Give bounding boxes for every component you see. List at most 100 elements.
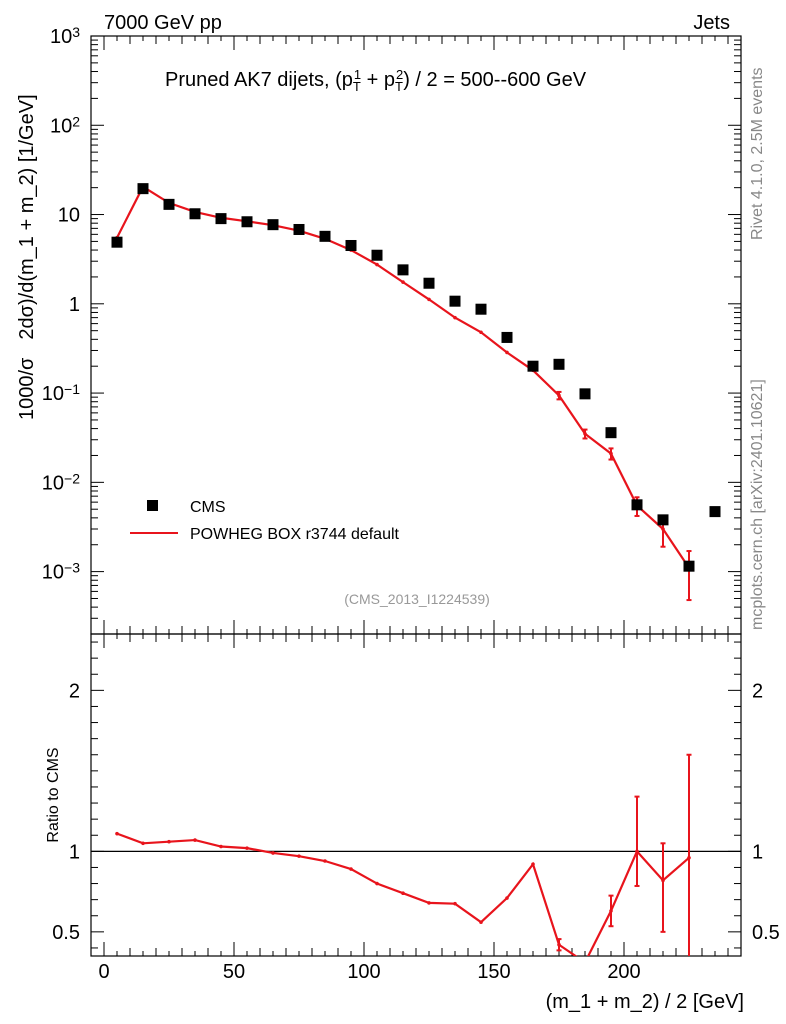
powheg-point [427,297,431,302]
cms-data-point [345,239,357,251]
ratio-point [687,855,691,860]
cms-data-point [189,208,201,220]
ratio-point [635,849,639,854]
ratio-point [661,878,665,883]
main-y-tick-label-exponent: 3 [72,24,80,40]
powheg-point [557,393,561,398]
cms-data-point [683,560,695,572]
ratio-y-tick-label-left: 0.5 [52,922,80,944]
main-y-tick-label: 1 [69,294,80,316]
ratio-y-tick-label-right: 0.5 [752,922,780,944]
x-tick-label: 200 [607,961,640,983]
legend-powheg-label: POWHEG BOX r3744 default [190,526,400,543]
main-chart-title: Pruned AK7 dijets, (pT1 + pT2) / 2 = 500… [165,67,587,94]
main-y-tick-label-base: 1 [69,294,80,316]
cms-data-point [215,213,227,225]
cms-data-point [371,249,383,261]
cms-data-point [709,506,721,518]
cms-data-point [579,388,591,400]
main-y-tick-label: 10−1 [42,381,80,405]
ratio-y-tick-label-left: 2 [69,680,80,702]
cms-data-point [319,230,331,242]
ratio-point [349,867,353,871]
main-y-tick-label-exponent: −2 [64,470,80,486]
powheg-point [401,280,405,284]
axis-ticks [91,36,741,956]
powheg-point [583,431,587,436]
ratio-point [115,831,119,836]
ratio-series [115,753,692,965]
ratio-point [453,901,457,906]
cms-data-point [267,219,279,231]
ratio-point [167,839,171,844]
cms-data-point [475,303,487,315]
ratio-point [297,854,301,858]
cms-data-point [423,277,435,289]
cms-data-point [605,427,617,439]
ratio-y-tick-label-right: 2 [752,680,763,702]
main-y-tick-label-exponent: −1 [64,381,80,397]
main-y-tick-label-base: 10 [50,115,72,137]
ratio-point [531,862,535,867]
main-y-tick-label-base: 10 [42,562,64,584]
cms-data-point [527,360,539,372]
main-y-tick-label-base: 10 [50,26,72,48]
legend-cms-label: CMS [190,499,226,516]
x-tick-label: 50 [223,961,245,983]
cms-data-point [449,295,461,307]
main-y-tick-label-base: 10 [58,205,80,227]
cms-data-point [657,514,669,526]
header-left: 7000 GeV pp [104,12,222,34]
main-y-tick-label-exponent: 2 [72,113,80,129]
cms-data-point [397,264,409,276]
main-y-tick-label-base: 10 [42,472,64,494]
cms-data-point [501,331,513,343]
ratio-point [323,859,327,863]
main-y-tick-label: 10−3 [42,559,80,583]
ratio-y-tick-label-left: 1 [69,841,80,863]
x-tick-label: 150 [477,961,510,983]
ratio-plot-frame [90,633,742,957]
ratio-point [271,851,275,855]
powheg-point [661,527,665,531]
ratio-point [505,896,509,900]
plot-frames [90,35,742,957]
ratio-point [375,881,379,886]
ratio-point [245,846,249,850]
ratio-point [479,920,483,924]
ratio-point [141,841,145,846]
x-tick-label: 0 [98,961,109,983]
mcplots-reference-label: mcplots.cern.ch [arXiv:2401.10621] [749,379,766,630]
main-y-axis-label: 1000/σ2dσ)/d(m_1 + m_2) [1/GeV] [16,94,38,420]
main-series [111,183,721,602]
main-y-tick-label: 10 [58,205,80,227]
powheg-point [479,330,483,335]
cms-data-point [111,236,123,248]
ratio-point [193,838,197,842]
powheg-point [375,262,379,267]
cms-data-point [241,216,253,228]
cms-data-point [631,499,643,511]
cms-data-point [163,198,175,210]
main-y-tick-label: 102 [50,113,80,137]
ratio-line [116,832,690,956]
header-right: Jets [693,12,730,34]
main-y-tick-label: 103 [50,24,80,48]
powheg-point [505,350,509,355]
ratio-point [427,901,431,905]
x-axis-label: (m_1 + m_2) / 2 [GeV] [546,991,744,1013]
ratio-point [583,961,587,965]
cms-data-point [293,223,305,235]
main-y-tick-label: 10−2 [42,470,80,494]
ratio-y-axis-label: Ratio to CMS [45,747,62,842]
x-tick-label: 100 [347,961,380,983]
main-y-tick-label-exponent: −3 [64,559,80,575]
legend-cms-marker [147,500,158,511]
legend: CMS POWHEG BOX r3744 default [130,499,400,543]
ratio-y-tick-label-right: 1 [752,841,763,863]
powheg-point [609,451,613,456]
powheg-point [453,315,457,320]
ratio-point [401,891,405,896]
